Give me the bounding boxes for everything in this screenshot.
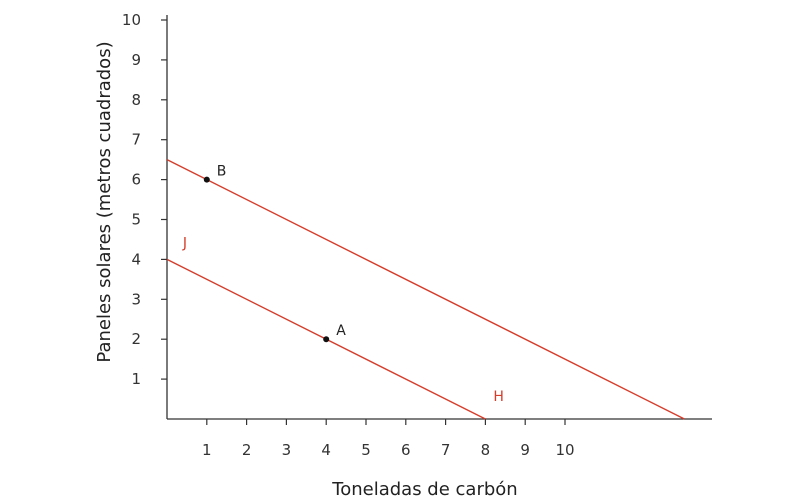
x-tick-label: 1	[202, 441, 212, 459]
line-label-h: H	[493, 389, 504, 405]
y-axis-title: Paneles solares (metros cuadrados)	[94, 41, 115, 362]
point-a	[323, 336, 330, 343]
point-label-b: B	[217, 164, 227, 180]
x-tick-label: 4	[321, 441, 331, 459]
x-tick-label: 7	[441, 441, 451, 459]
x-tick-label: 6	[401, 441, 411, 459]
x-tick-label: 9	[520, 441, 530, 459]
y-tick-label: 2	[131, 330, 141, 348]
x-tick-label: 2	[242, 441, 252, 459]
chart-annotations: A B J H	[182, 164, 504, 405]
y-tick-label: 5	[131, 211, 141, 229]
point-label-a: A	[336, 323, 346, 339]
point-b	[203, 176, 210, 183]
x-tick-label: 3	[282, 441, 292, 459]
y-tick-label: 3	[131, 290, 141, 308]
y-tick-label: 10	[122, 11, 141, 29]
y-tick-label: 6	[131, 171, 141, 189]
y-tick-label: 9	[131, 51, 141, 69]
chart-axes: 1 2 3 4 5 6 7 8 9 10 1 2 3 4 5 6 7 8 9 10	[122, 11, 712, 459]
x-tick-label: 8	[481, 441, 491, 459]
y-tick-label: 7	[131, 131, 141, 149]
y-tick-label: 1	[131, 370, 141, 388]
y-tick-label: 8	[131, 91, 141, 109]
x-tick-label: 5	[361, 441, 371, 459]
x-tick-label: 10	[555, 441, 574, 459]
line-label-j: J	[182, 235, 187, 251]
x-axis-title: Toneladas de carbón	[331, 479, 517, 500]
budget-line-2	[166, 159, 685, 420]
y-tick-label: 4	[131, 250, 141, 268]
chart-series	[166, 159, 685, 420]
